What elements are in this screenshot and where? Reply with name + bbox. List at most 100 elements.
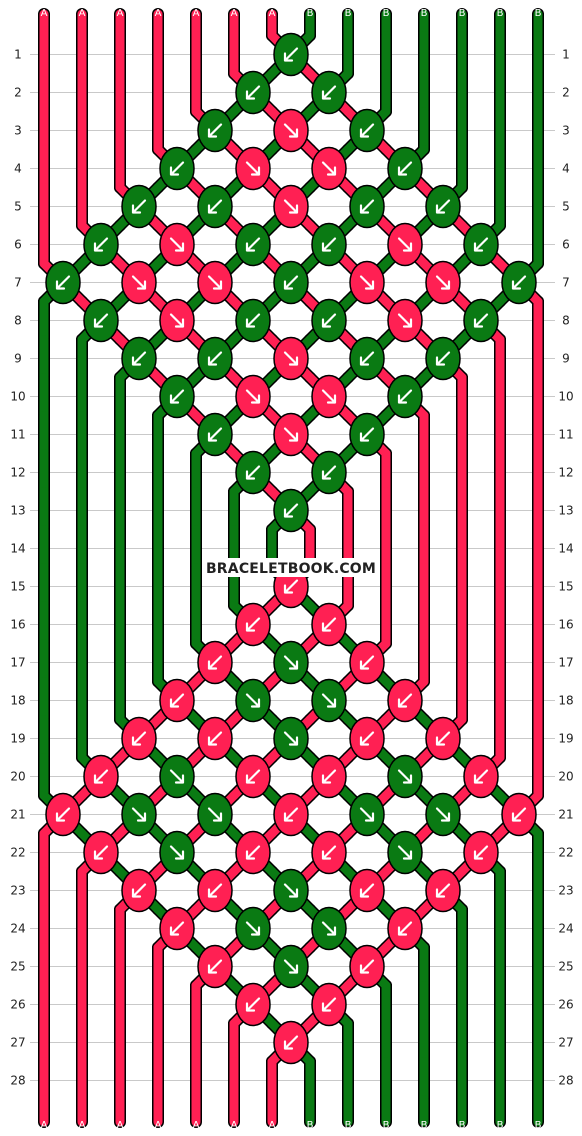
row-number: 18 [558,694,573,708]
knot [273,260,309,305]
arrow-down-left-icon [511,275,527,290]
knot [311,450,347,495]
arrow-down-left-icon [93,237,109,252]
knot [197,108,233,153]
arrow-down-right-icon [321,693,337,708]
knot [235,222,271,267]
knot [311,222,347,267]
knot [387,146,423,191]
knot [197,944,233,989]
arrow-down-right-icon [397,845,413,860]
knot [197,716,233,761]
knot [273,640,309,685]
arrow-down-left-icon [397,389,413,404]
knot [197,260,233,305]
knot [425,184,461,229]
knot [83,298,119,343]
strand-label-bottom: B [345,1120,352,1131]
knot [273,488,309,533]
arrow-down-right-icon [397,769,413,784]
arrow-down-left-icon [283,275,299,290]
arrow-down-right-icon [435,275,451,290]
arrow-down-left-icon [359,199,375,214]
knot [463,830,499,875]
arrow-down-right-icon [169,769,185,784]
row-number: 20 [558,770,573,784]
arrow-down-right-icon [283,959,299,974]
row-numbers-left: 1234567891011121314151617181920212223242… [10,48,25,1088]
arrow-down-left-icon [435,199,451,214]
arrow-down-right-icon [283,427,299,442]
arrow-down-right-icon [245,921,261,936]
row-number: 15 [10,580,25,594]
knot [273,716,309,761]
arrow-down-left-icon [131,199,147,214]
strand-label-bottom: B [307,1120,314,1131]
knot [235,146,271,191]
knot [311,298,347,343]
knot [197,868,233,913]
row-number: 17 [10,656,25,670]
knot [349,792,385,837]
knot [235,830,271,875]
arrow-down-left-icon [283,1035,299,1050]
row-number: 8 [562,314,570,328]
strand-label-bottom: B [383,1120,390,1131]
row-number: 22 [10,846,25,860]
knot [349,336,385,381]
row-number: 18 [10,694,25,708]
arrow-down-left-icon [207,123,223,138]
row-number: 27 [558,1036,573,1050]
knot [159,374,195,419]
knot [121,260,157,305]
arrow-down-left-icon [245,845,261,860]
arrow-down-left-icon [321,237,337,252]
arrow-down-left-icon [207,655,223,670]
strand-label-top: B [383,8,390,19]
row-number: 16 [10,618,25,632]
arrow-down-left-icon [207,351,223,366]
strand-label-bottom: A [155,1120,162,1131]
row-number: 5 [14,200,22,214]
arrow-down-left-icon [321,85,337,100]
arrow-down-left-icon [435,883,451,898]
knot [235,906,271,951]
knot [273,792,309,837]
arrow-down-left-icon [207,959,223,974]
arrow-down-right-icon [283,199,299,214]
knot [121,868,157,913]
arrow-down-left-icon [359,959,375,974]
arrow-down-left-icon [359,655,375,670]
arrow-down-left-icon [169,921,185,936]
arrow-down-left-icon [283,503,299,518]
row-number: 25 [10,960,25,974]
knot [197,640,233,685]
knot [235,374,271,419]
knot [311,830,347,875]
knot [311,602,347,647]
knot [197,412,233,457]
arrow-down-left-icon [321,313,337,328]
knot [273,32,309,77]
arrow-down-right-icon [283,655,299,670]
strand-label-top: B [421,8,428,19]
knot [273,336,309,381]
arrow-down-left-icon [207,731,223,746]
row-number: 13 [558,504,573,518]
arrow-down-left-icon [359,883,375,898]
arrow-down-right-icon [359,807,375,822]
arrow-down-left-icon [245,237,261,252]
knot [425,716,461,761]
row-number: 2 [14,86,22,100]
arrow-down-right-icon [283,883,299,898]
row-number: 24 [558,922,573,936]
arrow-down-left-icon [473,313,489,328]
row-number: 10 [10,390,25,404]
knot [45,260,81,305]
knot [387,298,423,343]
row-number: 3 [562,124,570,138]
knot [197,792,233,837]
row-number: 17 [558,656,573,670]
knot [235,450,271,495]
strand-label-top: A [41,8,48,19]
